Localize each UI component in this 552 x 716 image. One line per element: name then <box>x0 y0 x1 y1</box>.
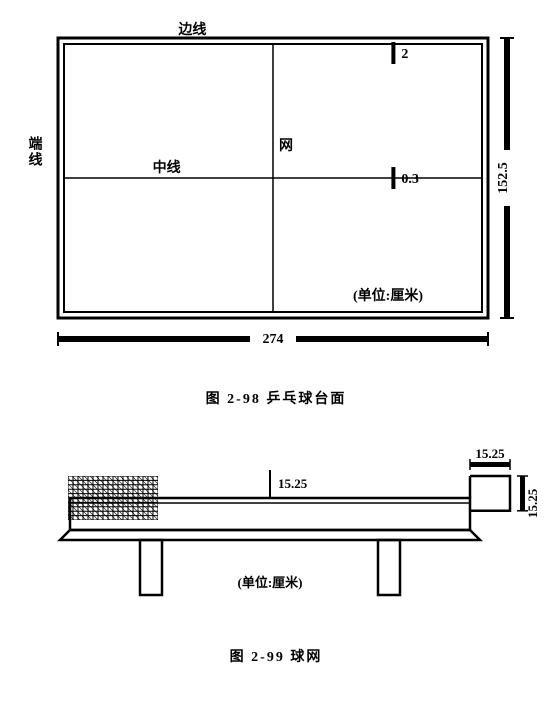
svg-text:(单位:厘米): (单位:厘米) <box>353 287 423 304</box>
svg-text:端线: 端线 <box>27 135 43 168</box>
figure-caption-1: 图 2-98 乒乓球台面 <box>20 388 532 408</box>
figure-net: 15.2515.2515.25(单位:厘米) 图 2-99 球网 <box>20 438 532 666</box>
svg-text:(单位:厘米): (单位:厘米) <box>238 575 303 590</box>
svg-text:15.25: 15.25 <box>278 476 308 491</box>
figure-table-top: 2 0.3 边线中线 网 端线 (单位:厘米) 274 152.5 图 2-98 乒乓球台面 <box>20 20 532 408</box>
svg-text:网: 网 <box>279 138 293 154</box>
svg-text:2: 2 <box>401 47 408 62</box>
svg-text:274: 274 <box>263 332 284 347</box>
svg-text:中线: 中线 <box>153 159 181 176</box>
svg-text:152.5: 152.5 <box>496 162 511 194</box>
svg-text:0.3: 0.3 <box>401 172 419 187</box>
table-top-svg: 2 0.3 边线中线 网 端线 (单位:厘米) 274 152.5 <box>20 20 540 370</box>
svg-text:边线: 边线 <box>177 21 206 38</box>
svg-text:15.25: 15.25 <box>475 446 505 461</box>
net-svg: 15.25 15.25 15.25 (单位:厘米) <box>20 438 540 628</box>
svg-text:15.25: 15.25 <box>525 488 540 518</box>
figure-caption-2: 图 2-99 球网 <box>20 646 532 666</box>
